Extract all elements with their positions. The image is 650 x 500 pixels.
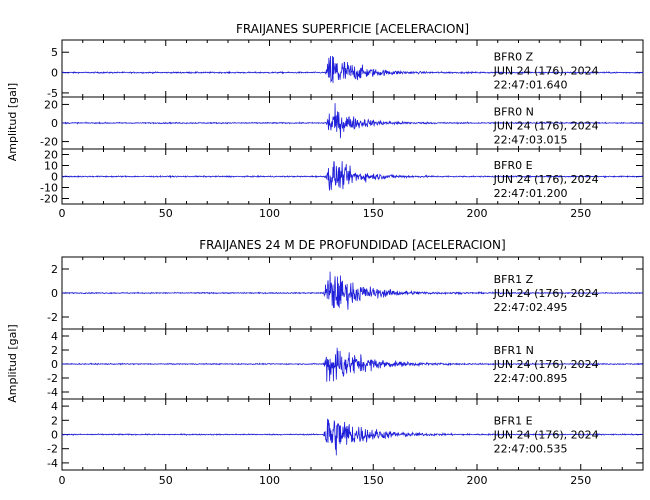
station-label: BFR1 Z [494, 273, 534, 286]
station-label: BFR0 Z [494, 51, 534, 64]
x-tick-label: 0 [59, 474, 66, 487]
x-tick-label: 250 [570, 474, 591, 487]
date-label: JUN 24 (176), 2024 [493, 429, 599, 442]
chart-title: FRAIJANES SUPERFICIE [ACELERACION] [236, 22, 469, 36]
date-label: JUN 24 (176), 2024 [493, 287, 599, 300]
y-tick-label: 0 [51, 67, 58, 80]
waveform-trace [61, 347, 644, 382]
y-axis-label: Amplitud [gal] [6, 324, 19, 402]
y-tick-label: -5 [47, 87, 58, 100]
y-axis-label: Amplitud [gal] [6, 83, 19, 161]
date-label: JUN 24 (176), 2024 [493, 358, 599, 371]
date-label: JUN 24 (176), 2024 [493, 120, 599, 133]
y-tick-label: -20 [40, 193, 58, 206]
waveform-trace [61, 161, 644, 191]
y-tick-label: -4 [47, 386, 58, 399]
x-tick-label: 200 [467, 207, 488, 220]
waveform-trace [61, 103, 644, 139]
y-tick-label: 0 [51, 429, 58, 442]
x-tick-label: 50 [159, 474, 173, 487]
date-label: JUN 24 (176), 2024 [493, 65, 599, 78]
x-tick-label: 200 [467, 474, 488, 487]
y-tick-label: 0 [51, 358, 58, 371]
x-tick-label: 250 [570, 207, 591, 220]
y-tick-label: 2 [51, 344, 58, 357]
time-label: 22:47:02.495 [494, 301, 568, 314]
station-label: BFR0 E [494, 159, 533, 172]
station-label: BFR1 N [494, 344, 534, 357]
time-label: 22:47:00.535 [494, 443, 568, 456]
date-label: JUN 24 (176), 2024 [493, 173, 599, 186]
waveform-trace [61, 271, 644, 310]
y-tick-label: 0 [51, 117, 58, 130]
y-tick-label: 20 [44, 149, 58, 162]
y-tick-label: -2 [47, 372, 58, 385]
time-label: 22:47:00.895 [494, 372, 568, 385]
y-tick-label: 0 [51, 287, 58, 300]
y-tick-label: 5 [51, 46, 58, 59]
y-tick-label: 2 [51, 263, 58, 276]
x-tick-label: 0 [59, 207, 66, 220]
chart-1: FRAIJANES SUPERFICIE [ACELERACION] Amplit… [6, 22, 644, 220]
x-tick-label: 100 [259, 207, 280, 220]
y-tick-label: 4 [51, 400, 58, 413]
y-tick-label: -2 [47, 311, 58, 324]
x-tick-label: 100 [259, 474, 280, 487]
y-tick-label: -2 [47, 443, 58, 456]
y-tick-label: -20 [40, 136, 58, 149]
waveform-trace [61, 55, 644, 84]
y-tick-label: 4 [51, 330, 58, 343]
station-label: BFR1 E [494, 415, 533, 428]
x-tick-label: 150 [363, 474, 384, 487]
x-tick-label: 150 [363, 207, 384, 220]
y-tick-label: 10 [44, 160, 58, 173]
y-tick-label: 0 [51, 171, 58, 184]
time-label: 22:47:01.640 [494, 79, 568, 92]
time-label: 22:47:03.015 [494, 134, 568, 147]
x-tick-label: 50 [159, 207, 173, 220]
chart-2: FRAIJANES 24 M DE PROFUNDIDAD [ACELERACI… [6, 238, 644, 487]
y-tick-label: 20 [44, 98, 58, 111]
y-tick-label: 2 [51, 414, 58, 427]
time-label: 22:47:01.200 [494, 187, 568, 200]
chart-title: FRAIJANES 24 M DE PROFUNDIDAD [ACELERACI… [199, 238, 505, 252]
y-tick-label: -10 [40, 182, 58, 195]
station-label: BFR0 N [494, 106, 534, 119]
waveform-trace [61, 418, 644, 456]
y-tick-label: -4 [47, 457, 58, 470]
